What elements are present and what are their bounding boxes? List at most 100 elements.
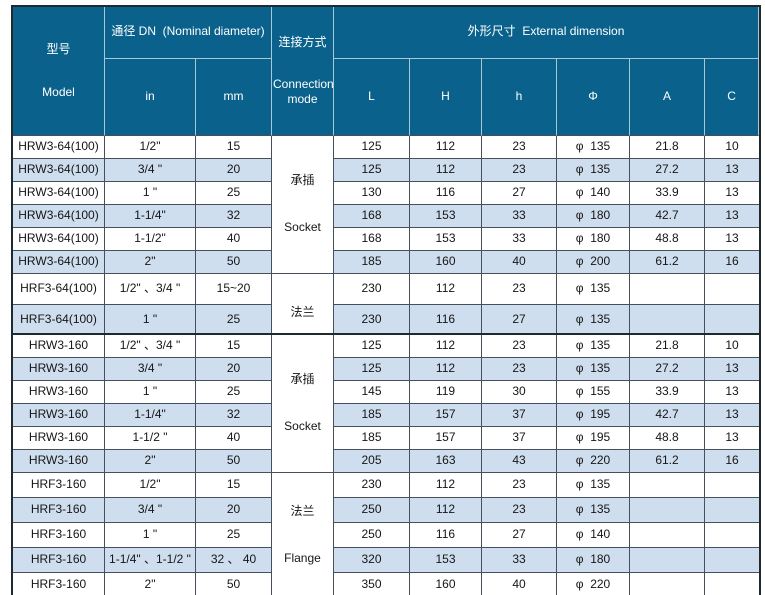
cell-C: 13 [705, 205, 760, 228]
cell-A [630, 497, 705, 523]
cell-model: HRW3-160 [13, 404, 105, 427]
cell-in: 1-1/4" [105, 204, 196, 228]
cell-model: HRW3-160 [13, 450, 105, 473]
cell-L: 168 [334, 204, 410, 228]
socket-label-zh: 承插 [290, 173, 315, 188]
cell-model: HRW3-160 [13, 358, 105, 381]
cell-h: 33 [482, 227, 557, 251]
cell-L: 125 [334, 335, 410, 358]
flange-label-en: Flange [284, 550, 321, 565]
cell-C: 16 [705, 251, 760, 274]
cell-h: 23 [482, 473, 557, 498]
cell-mm: 20 [196, 358, 272, 381]
cell-A: 21.8 [630, 135, 705, 159]
table-row: HRF3-160 1 " 25 250 116 27 φ 140 [13, 522, 759, 548]
cell-A [630, 273, 705, 305]
cell-A: 42.7 [630, 204, 705, 228]
cell-L: 205 [334, 450, 410, 473]
cell-h: 23 [482, 273, 557, 305]
cell-phi: φ 195 [557, 427, 630, 450]
cell-phi: φ 135 [557, 358, 630, 381]
cell-in: 2" [105, 572, 196, 595]
cell-C [705, 548, 759, 573]
cell-mm: 20 [196, 497, 272, 523]
header-connection-en: Connection mode [273, 77, 334, 107]
table-row: HRW3-64(100) 1-1/2" 40 168 153 33 φ 180 … [13, 227, 760, 251]
cell-model: HRF3-160 [13, 522, 105, 548]
table-row: HRW3-160 1-1/2 " 40 185 157 37 φ 195 48.… [13, 427, 759, 450]
cell-phi: φ 135 [557, 273, 630, 305]
cell-model: HRF3-160 [13, 497, 105, 523]
cell-A: 42.7 [630, 404, 705, 427]
cell-phi: φ 180 [557, 204, 630, 228]
cell-L: 185 [334, 404, 410, 427]
cell-mm: 25 [196, 304, 272, 337]
cell-C [705, 523, 759, 548]
cell-A: 33.9 [630, 381, 705, 404]
cell-mm: 40 [196, 427, 272, 450]
cell-A: 27.2 [630, 358, 705, 381]
cell-h: 33 [482, 547, 557, 573]
table-row: HRW3-160 1 " 25 145 119 30 φ 155 33.9 13 [13, 381, 759, 404]
cell-L: 350 [334, 572, 410, 595]
header-model-zh: 型号 [46, 42, 71, 57]
cell-h: 40 [482, 572, 557, 595]
cell-H: 153 [410, 204, 482, 228]
cell-in: 3/4 " [105, 158, 196, 182]
cell-C: 16 [705, 450, 759, 473]
header-col-C: C [705, 58, 760, 136]
table-row: HRF3-64(100) 1-1/4"、1-1/2 " 32 、 40 320 … [13, 336, 760, 368]
table-row: HRW3-64(100) 1/2" 15 承插 Socket 125 112 2… [13, 135, 760, 274]
cell-H: 116 [410, 304, 482, 337]
dimension-table-64-100: 型号 Model 通径 DN (Nominal diameter) 连接方式 C… [11, 5, 762, 401]
cell-C [705, 473, 759, 498]
dimension-table-160: HRW3-160 1/2" 、3/4 " 15 承插 Socket 125 11… [11, 333, 761, 595]
cell-mm: 32 [196, 204, 272, 228]
cell-in: 2" [105, 450, 196, 473]
header-col-H: H [410, 58, 482, 136]
table-row: HRF3-160 1/2" 15 法兰 Flange 230 112 23 φ … [13, 473, 759, 595]
cell-A [630, 572, 705, 595]
cell-connection-socket: 承插 Socket [272, 135, 334, 274]
cell-in: 2" [105, 250, 196, 274]
cell-in: 3/4 " [105, 358, 196, 381]
cell-C [705, 274, 760, 305]
cell-C: 13 [705, 228, 760, 251]
cell-L: 250 [334, 497, 410, 523]
cell-model: HRW3-64(100) [13, 227, 105, 251]
cell-model: HRW3-64(100) [13, 250, 105, 274]
cell-phi: φ 140 [557, 522, 630, 548]
table-row: HRF3-160 3/4 " 20 250 112 23 φ 135 [13, 497, 759, 523]
cell-C [705, 498, 759, 523]
cell-H: 157 [410, 427, 482, 450]
cell-H: 157 [410, 404, 482, 427]
cell-mm: 40 [196, 227, 272, 251]
cell-H: 112 [410, 273, 482, 305]
socket-label-en: Socket [284, 419, 321, 434]
cell-mm: 50 [196, 450, 272, 473]
cell-connection-flange: 法兰 Flange [272, 473, 334, 595]
cell-h: 43 [482, 450, 557, 473]
cell-phi: φ 220 [557, 450, 630, 473]
table-row: HRW3-64(100) 3/4 " 20 125 112 23 φ 135 2… [13, 158, 760, 182]
header-connection-zh: 连接方式 [278, 34, 327, 49]
cell-L: 125 [334, 158, 410, 182]
table-row: HRW3-160 3/4 " 20 125 112 23 φ 135 27.2 … [13, 358, 759, 381]
cell-in: 1 " [105, 304, 196, 337]
header-row-1: 型号 Model 通径 DN (Nominal diameter) 连接方式 C… [13, 7, 760, 136]
cell-mm: 15 [196, 473, 272, 498]
cell-mm: 15 [196, 135, 272, 159]
cell-C: 10 [705, 136, 760, 159]
cell-phi: φ 220 [557, 572, 630, 595]
cell-h: 27 [482, 522, 557, 548]
socket-label-zh: 承插 [290, 372, 315, 387]
cell-L: 125 [334, 135, 410, 159]
cell-C [705, 573, 759, 595]
cell-mm: 20 [196, 158, 272, 182]
cell-h: 37 [482, 404, 557, 427]
flange-label-zh: 法兰 [290, 504, 315, 519]
cell-phi: φ 135 [557, 473, 630, 498]
cell-model: HRF3-160 [13, 572, 105, 595]
cell-A: 33.9 [630, 181, 705, 205]
cell-model: HRF3-64(100) [13, 304, 105, 337]
